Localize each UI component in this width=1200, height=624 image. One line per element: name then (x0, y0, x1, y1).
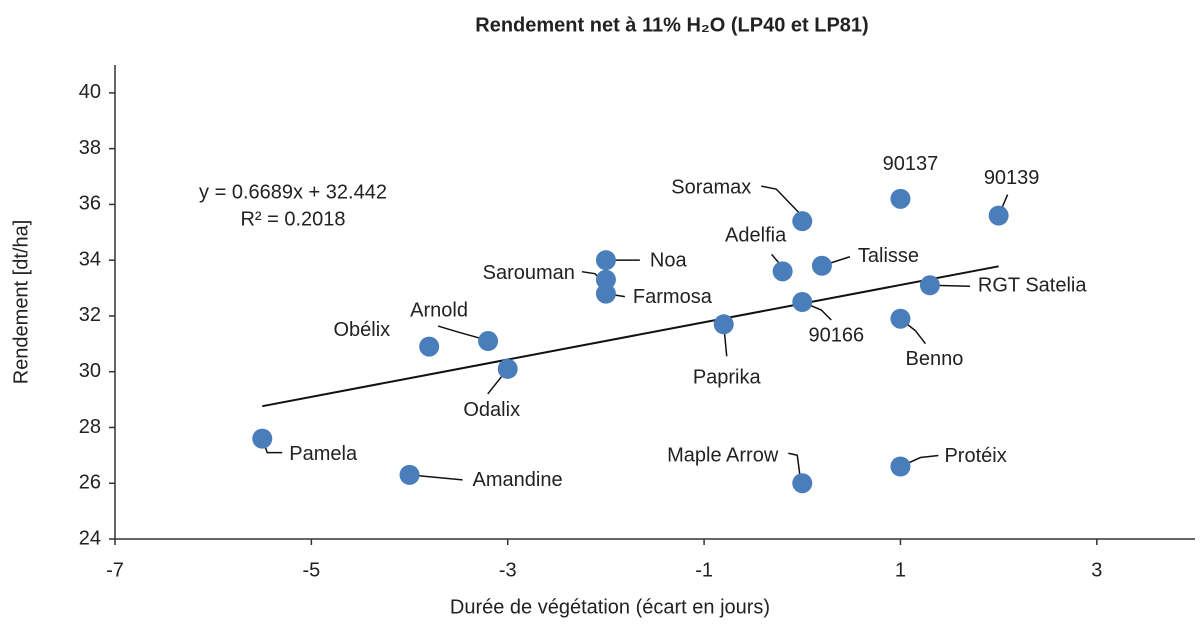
point (713, 314, 734, 335)
point (792, 473, 813, 494)
point (890, 308, 911, 329)
point (988, 205, 1009, 226)
x-tick-label: -3 (499, 559, 517, 581)
point-label: Pamela (289, 443, 358, 465)
point (252, 428, 273, 449)
point-label: 90137 (883, 153, 939, 175)
y-tick-label: 24 (79, 527, 101, 549)
chart-title: Rendement net à 11% H₂O (LP40 et LP81) (475, 14, 868, 36)
point-label: Adelfia (725, 225, 787, 247)
point (478, 331, 499, 352)
x-tick-label: 1 (895, 559, 906, 581)
point-label: Soramax (671, 176, 751, 198)
x-tick-label: 3 (1091, 559, 1102, 581)
y-tick-label: 34 (79, 248, 101, 270)
point (497, 358, 518, 379)
point (595, 283, 616, 304)
y-tick-label: 36 (79, 193, 101, 215)
y-tick-label: 38 (79, 137, 101, 159)
point (890, 188, 911, 209)
x-axis-title: Durée de végétation (écart en jours) (450, 596, 770, 618)
point (772, 261, 793, 282)
y-tick-label: 40 (79, 81, 101, 103)
point (890, 456, 911, 477)
point-label: Maple Arrow (667, 445, 779, 467)
point-label: Protéix (944, 445, 1006, 467)
point-label: Obélix (333, 319, 390, 341)
leader-line (788, 452, 802, 479)
point (595, 250, 616, 271)
trendline (262, 265, 999, 408)
point-label: Paprika (693, 367, 762, 389)
point-label: Benno (906, 348, 964, 370)
point-label: Amandine (473, 469, 563, 491)
y-axis-title: Rendement [dt/ha] (10, 220, 32, 385)
point-label: Arnold (410, 299, 468, 321)
point (419, 336, 440, 357)
point-label: Sarouman (483, 262, 575, 284)
point (399, 464, 420, 485)
y-tick-label: 28 (79, 416, 101, 438)
y-tick-label: 32 (79, 304, 101, 326)
leader-line (437, 325, 484, 340)
point-label: RGT Satelia (978, 275, 1087, 297)
point (792, 292, 813, 312)
point-label: Talisse (858, 245, 919, 267)
x-tick-label: -7 (106, 559, 124, 581)
point (792, 211, 813, 232)
point-label: 90139 (984, 167, 1040, 189)
leader-line (761, 185, 803, 217)
point-label: Odalix (463, 399, 520, 421)
y-tick-label: 30 (79, 360, 101, 382)
point (811, 255, 832, 276)
point-label: Noa (650, 249, 688, 271)
point-label: 90166 (808, 324, 864, 346)
trend-r2: R² = 0.2018 (240, 208, 345, 230)
point (595, 269, 616, 290)
point (919, 275, 940, 296)
x-tick-label: -1 (695, 559, 713, 581)
x-tick-label: -5 (302, 559, 320, 581)
y-tick-label: 26 (79, 472, 101, 494)
point-label: Farmosa (633, 286, 713, 308)
trend-equation: y = 0.6689x + 32.442 (199, 181, 387, 203)
